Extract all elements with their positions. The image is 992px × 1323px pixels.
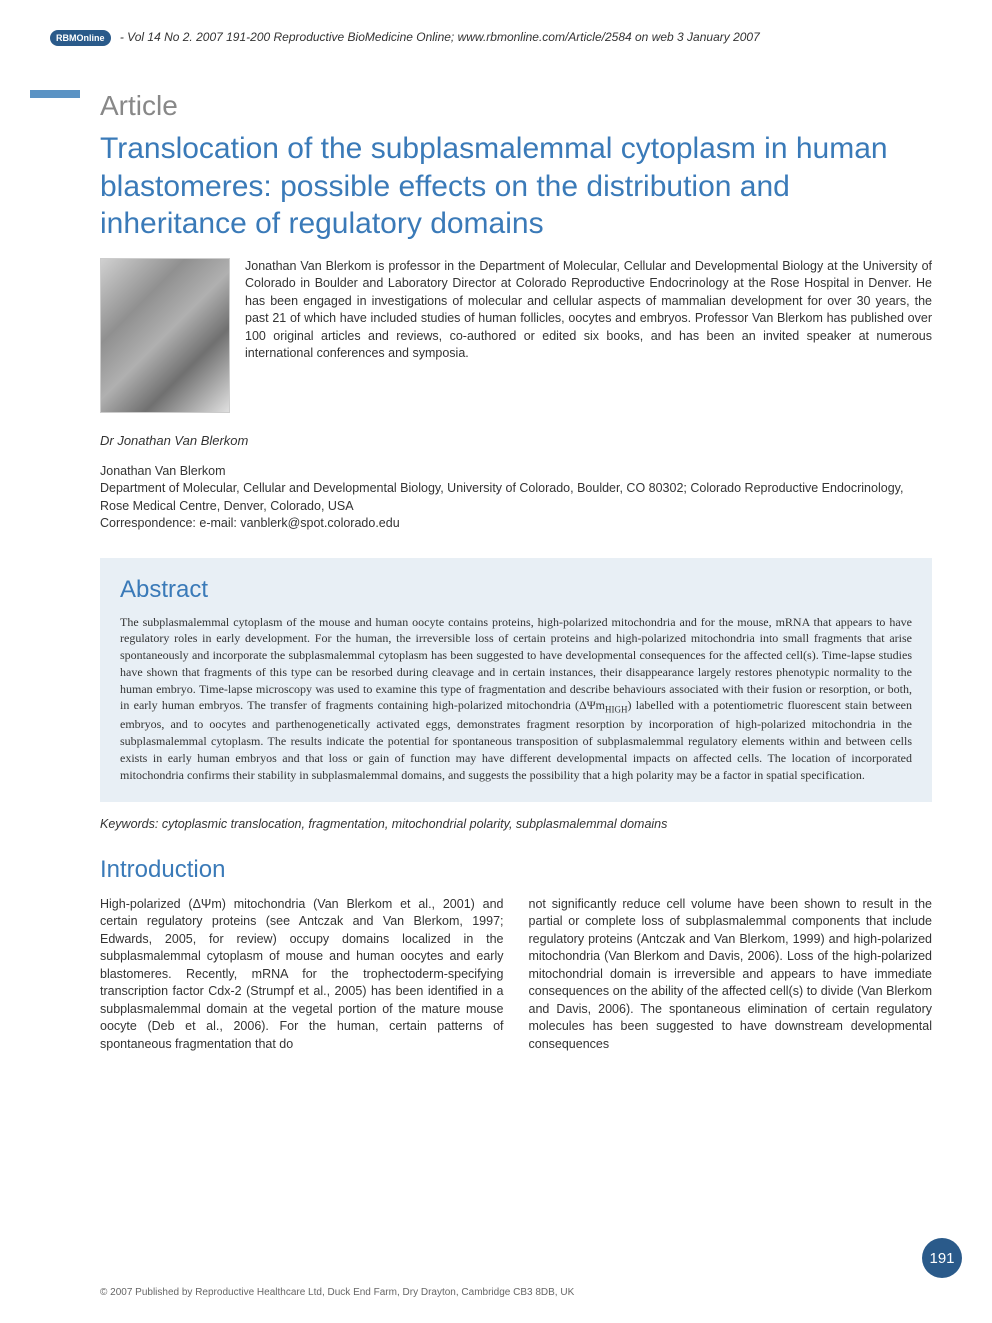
journal-logo: RBMOnline <box>50 30 111 46</box>
author-name-caption: Dr Jonathan Van Blerkom <box>100 433 932 448</box>
keywords: Keywords: cytoplasmic translocation, fra… <box>100 817 932 831</box>
author-bio-text: Jonathan Van Blerkom is professor in the… <box>245 258 932 413</box>
author-photo <box>100 258 230 413</box>
author-details: Jonathan Van Blerkom Department of Molec… <box>100 463 932 533</box>
main-content: Article Translocation of the subplasmale… <box>100 90 932 1053</box>
introduction-col-2: not significantly reduce cell volume hav… <box>529 896 933 1054</box>
article-title: Translocation of the subplasmalemmal cyt… <box>100 130 932 243</box>
abstract-heading: Abstract <box>120 576 912 604</box>
side-accent-bar <box>30 90 80 98</box>
introduction-heading: Introduction <box>100 856 932 884</box>
article-label: Article <box>100 90 932 122</box>
introduction-columns: High-polarized (ΔΨm) mitochondria (Van B… <box>100 896 932 1054</box>
author-correspondence: Correspondence: e-mail: vanblerk@spot.co… <box>100 515 932 533</box>
abstract-box: Abstract The subplasmalemmal cytoplasm o… <box>100 558 932 802</box>
author-name: Jonathan Van Blerkom <box>100 463 932 481</box>
author-affiliation: Department of Molecular, Cellular and De… <box>100 480 932 515</box>
page-number-badge: 191 <box>922 1238 962 1278</box>
author-bio-row: Jonathan Van Blerkom is professor in the… <box>100 258 932 413</box>
footer-copyright: © 2007 Published by Reproductive Healthc… <box>100 1287 574 1298</box>
page-number: 191 <box>929 1250 954 1267</box>
citation-text: - Vol 14 No 2. 2007 191-200 Reproductive… <box>120 30 760 44</box>
abstract-subscript: HIGH <box>605 705 628 715</box>
introduction-col-1: High-polarized (ΔΨm) mitochondria (Van B… <box>100 896 504 1054</box>
abstract-text: The subplasmalemmal cytoplasm of the mou… <box>120 614 912 784</box>
header-citation: RBMOnline - Vol 14 No 2. 2007 191-200 Re… <box>50 30 942 46</box>
